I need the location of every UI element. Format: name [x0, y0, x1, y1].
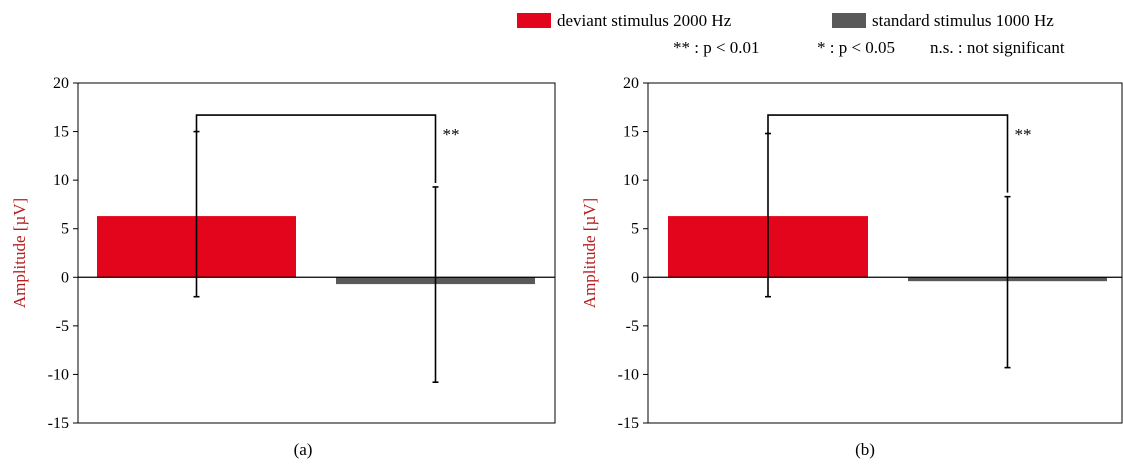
- significance-bracket: [767, 114, 1009, 193]
- y-tick-label: 0: [61, 269, 69, 286]
- legend-swatch-deviant: [517, 13, 551, 28]
- y-axis-title: Amplitude [µV]: [580, 198, 599, 308]
- y-tick-label: -15: [48, 415, 69, 432]
- legend: deviant stimulus 2000 Hz standard stimul…: [517, 11, 1065, 57]
- y-tick-label: 5: [631, 221, 639, 238]
- y-tick-label: 10: [623, 172, 639, 189]
- significance-label: **: [443, 125, 460, 144]
- legend-label-standard: standard stimulus 1000 Hz: [872, 11, 1054, 30]
- y-tick-label: 0: [631, 269, 639, 286]
- y-tick-label: -5: [626, 318, 639, 335]
- legend-label-deviant: deviant stimulus 2000 Hz: [557, 11, 732, 30]
- y-tick-label: 15: [623, 124, 639, 141]
- chart-panel-a: 20 15 10 5 0 -5 -10 -15 Amplitude [µV] ** (a): [10, 75, 556, 459]
- y-axis-title: Amplitude [µV]: [10, 198, 29, 308]
- legend-significance-p005: * : p < 0.05: [817, 38, 895, 57]
- y-tick-label: -15: [618, 415, 639, 432]
- y-tick-label: 5: [61, 221, 69, 238]
- panel-label: (b): [855, 440, 875, 459]
- chart-panel-b: 20 15 10 5 0 -5 -10 -15 Amplitude [µV] ** (b): [580, 75, 1123, 459]
- plot-area-frame: [77, 82, 556, 424]
- plot-area-frame: [647, 82, 1123, 424]
- y-tick-label: 15: [53, 124, 69, 141]
- y-tick-label: 20: [623, 75, 639, 92]
- panel-label: (a): [294, 440, 313, 459]
- legend-significance-ns: n.s. : not significant: [930, 38, 1065, 57]
- y-tick-label: 10: [53, 172, 69, 189]
- legend-swatch-standard: [832, 13, 866, 28]
- significance-bracket: [195, 114, 437, 183]
- y-tick-label: -10: [618, 366, 639, 383]
- significance-label: **: [1015, 125, 1032, 144]
- y-tick-label: -10: [48, 366, 69, 383]
- legend-significance-p001: ** : p < 0.01: [673, 38, 760, 57]
- y-tick-label: -5: [56, 318, 69, 335]
- y-tick-label: 20: [53, 75, 69, 92]
